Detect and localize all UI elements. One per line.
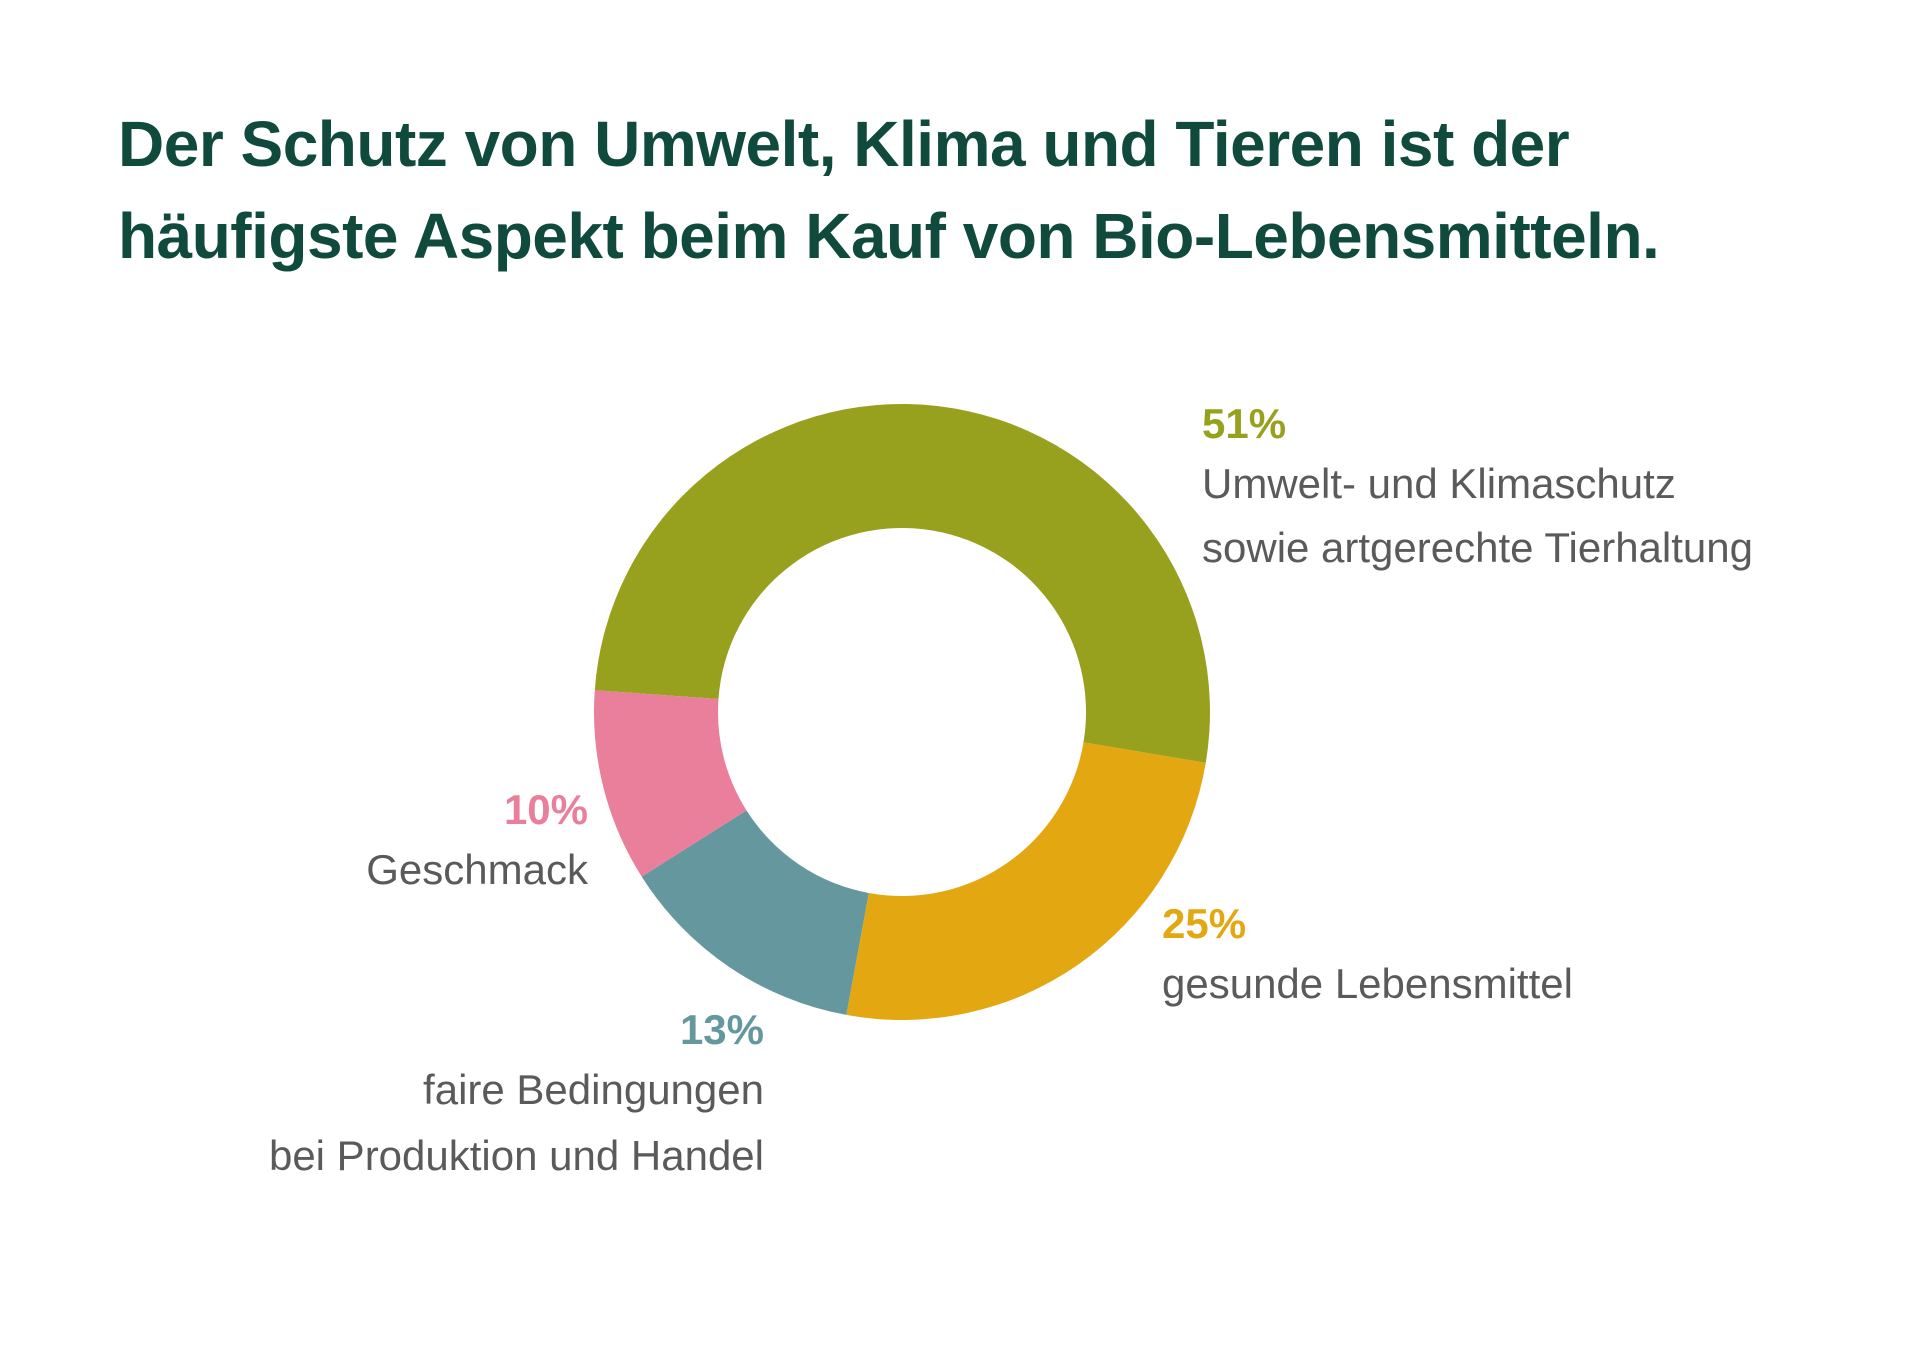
slice-faire [641, 810, 869, 1015]
data-label-25: 25% [1162, 900, 1247, 947]
legend-label-umwelt-line-2: sowie artgerechte Tierhaltung [1202, 524, 1753, 571]
legend-label-umwelt-line-1: Umwelt- und Klimaschutz [1202, 460, 1676, 507]
legend-item-gesund: 25% gesunde Lebensmittel [1162, 898, 1573, 1018]
legend-item-geschmack: 10% Geschmack [366, 784, 588, 904]
slice-geschmack [593, 690, 747, 877]
slice-umwelt [594, 404, 1210, 763]
legend-item-faire: 13% faire Bedingungen bei Produktion und… [269, 1004, 764, 1190]
legend-label-gesund: gesunde Lebensmittel [1162, 960, 1573, 1007]
legend-label-faire-line-1: faire Bedingungen [423, 1066, 764, 1113]
legend-label-faire-line-2: bei Produktion und Handel [268, 1132, 764, 1179]
legend-item-umwelt: 51% Umwelt- und Klimaschutz sowie artger… [1202, 398, 1753, 582]
data-label-10: 10% [503, 786, 588, 833]
legend-label-geschmack: Geschmack [366, 846, 588, 893]
data-label-51: 51% [1202, 400, 1287, 447]
data-label-13: 13% [679, 1006, 764, 1053]
title-line-1: Der Schutz von Umwelt, Klima und Tieren … [118, 108, 1570, 180]
chart-title: Der Schutz von Umwelt, Klima und Tieren … [118, 98, 1818, 282]
slice-gesund [846, 742, 1206, 1020]
title-line-2: häufigste Aspekt beim Kauf von Bio-Leben… [118, 200, 1660, 272]
